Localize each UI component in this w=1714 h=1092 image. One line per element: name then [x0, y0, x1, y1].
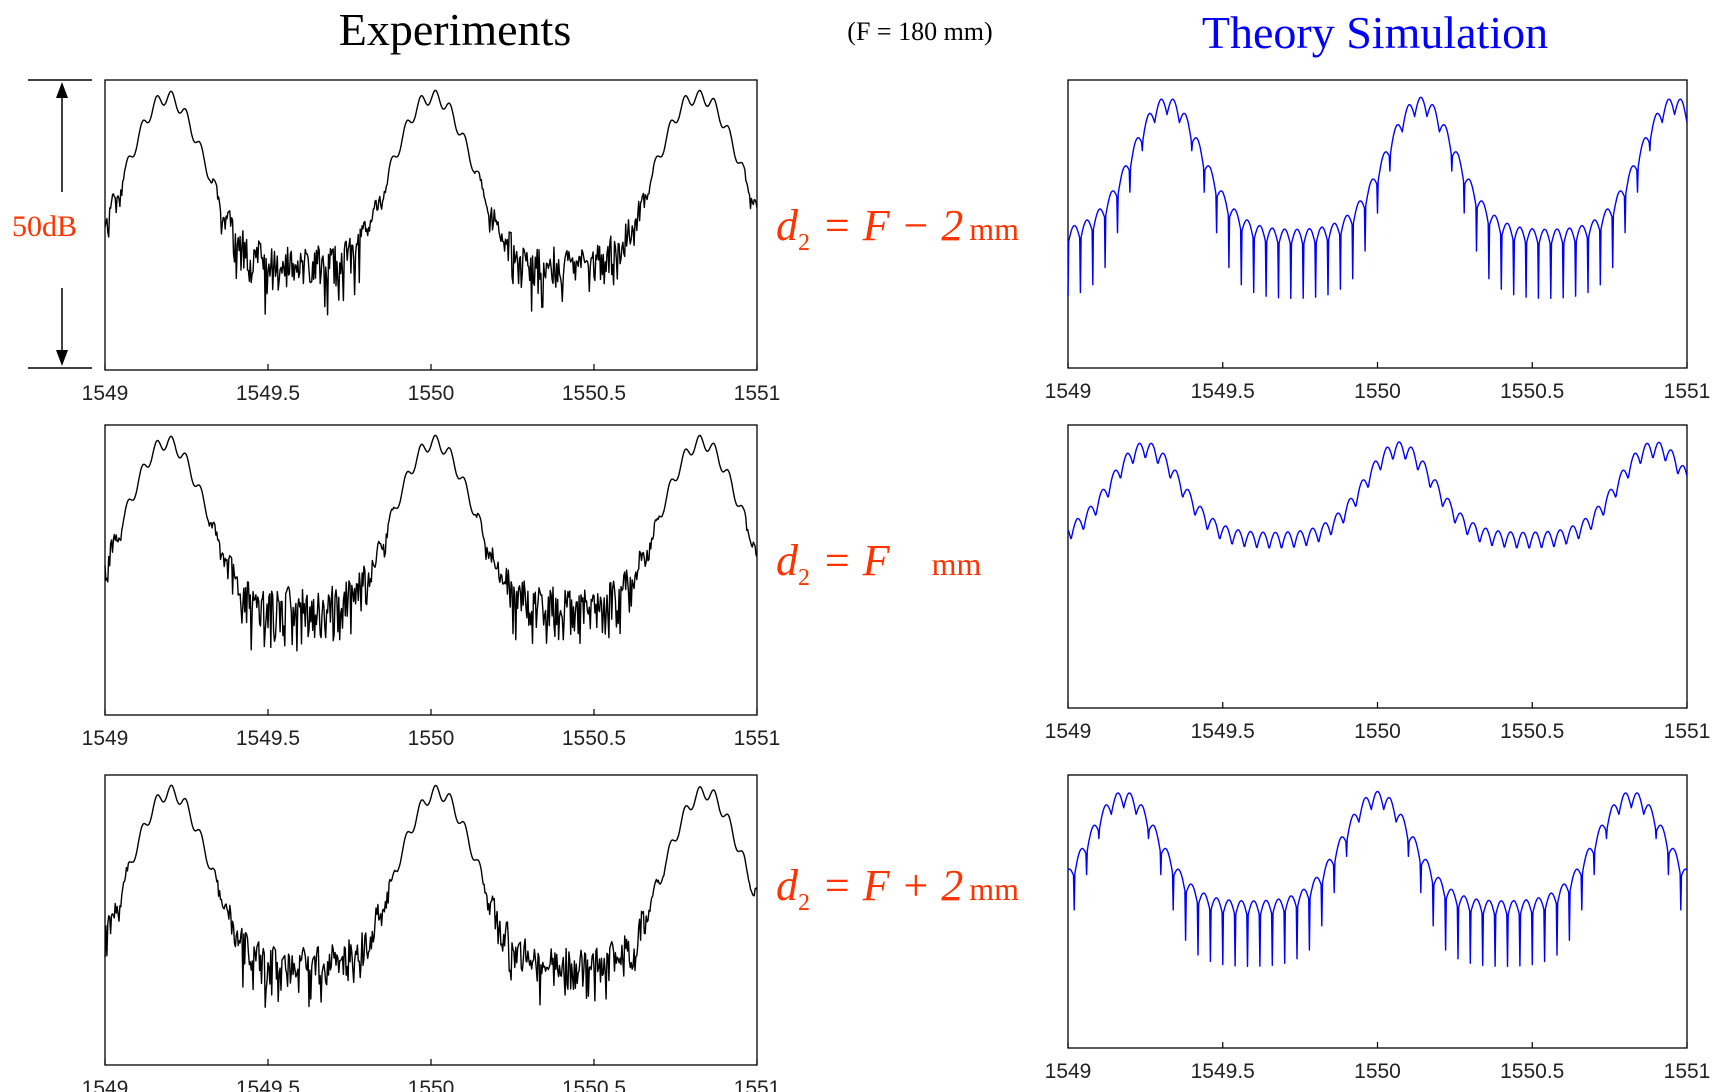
x-tick-label: 1551	[734, 1077, 781, 1092]
x-tick-label: 1551	[734, 727, 781, 750]
experiments-title: Experiments	[339, 4, 572, 55]
plot-frame	[1067, 79, 1688, 369]
x-tick-label: 1549.5	[236, 727, 300, 750]
x-tick-label: 1549	[1045, 380, 1092, 403]
x-tick-label: 1550	[408, 1077, 455, 1092]
x-tick-label: 1551	[734, 382, 781, 405]
experiment-row-3-chart: 1549 1549.5 1550 1550.5 1551	[82, 774, 781, 1092]
d-expression: = F + 2	[822, 861, 963, 910]
x-tick-label: 1551	[1664, 720, 1711, 743]
x-tick-label: 1549.5	[1191, 380, 1255, 403]
d-symbol: d	[776, 201, 799, 250]
d-symbol: d	[776, 861, 799, 910]
x-tick-label: 1550.5	[562, 727, 626, 750]
d-unit: mm	[932, 546, 982, 582]
x-tick-label: 1550.5	[562, 382, 626, 405]
series-line	[1067, 790, 1688, 968]
x-tick-label: 1549.5	[1191, 720, 1255, 743]
row-condition-label: d2 = F + 2 mm	[776, 861, 1019, 916]
svg-text:d2= Fmm: d2 = F mm	[776, 536, 981, 591]
arrow-down-icon	[56, 350, 68, 366]
d-unit: mm	[969, 871, 1019, 907]
x-tick-label: 1549.5	[236, 382, 300, 405]
row-condition-label: d2 = F mm	[776, 536, 981, 591]
plot-frame	[1067, 774, 1688, 1049]
x-tick-label: 1550.5	[1500, 1060, 1564, 1083]
d-subscript: 2	[798, 890, 810, 916]
d-subscript: 2	[798, 230, 810, 256]
series-line	[104, 784, 758, 1008]
x-tick-label: 1550.5	[562, 1077, 626, 1092]
x-tick-label: 1550	[408, 382, 455, 405]
simulation-row-2-chart: 1549 1549.5 1550 1550.5 1551	[1045, 424, 1711, 743]
svg-text:d2= F − 2mm: d2 = F − 2 mm	[776, 201, 1019, 256]
x-tick-label: 1550	[408, 727, 455, 750]
x-tick-label: 1549.5	[1191, 1060, 1255, 1083]
x-tick-label: 1550.5	[1500, 380, 1564, 403]
plot-frame	[104, 774, 758, 1066]
plot-frame	[1067, 424, 1688, 709]
x-tick-label: 1550	[1354, 380, 1401, 403]
d-expression: = F − 2	[822, 201, 963, 250]
series-line	[1067, 96, 1688, 300]
focal-length-note: (F = 180 mm)	[847, 17, 992, 46]
simulation-row-3-chart: 1549 1549.5 1550 1550.5 1551	[1045, 774, 1711, 1083]
svg-text:d2= F + 2mm: d2 = F + 2 mm	[776, 861, 1019, 916]
arrow-up-icon	[56, 82, 68, 98]
experiment-row-2-chart: 1549 1549.5 1550 1550.5 1551	[82, 424, 781, 750]
plot-frame	[104, 424, 758, 716]
d-symbol: d	[776, 536, 799, 585]
d-subscript: 2	[798, 565, 810, 591]
series-line	[104, 89, 758, 316]
x-tick-label: 1550.5	[1500, 720, 1564, 743]
series-line	[104, 434, 758, 652]
x-tick-label: 1549	[1045, 720, 1092, 743]
x-tick-label: 1549.5	[236, 1077, 300, 1092]
x-tick-label: 1551	[1664, 380, 1711, 403]
d-unit: mm	[969, 211, 1019, 247]
x-tick-label: 1549	[1045, 1060, 1092, 1083]
row-condition-label: d2 = F − 2 mm	[776, 201, 1019, 256]
x-tick-label: 1549	[82, 1077, 129, 1092]
experiment-row-1-chart: 1549 1549.5 1550 1550.5 1551	[82, 79, 781, 405]
simulation-row-1-chart: 1549 1549.5 1550 1550.5 1551	[1045, 79, 1711, 403]
x-tick-label: 1549	[82, 382, 129, 405]
x-tick-label: 1550	[1354, 1060, 1401, 1083]
d-expression: = F	[822, 536, 891, 585]
scale-bar: 50dB	[12, 79, 92, 369]
x-tick-label: 1551	[1664, 1060, 1711, 1083]
plot-frame	[104, 79, 758, 371]
theory-simulation-title: Theory Simulation	[1202, 7, 1548, 58]
x-tick-label: 1549	[82, 727, 129, 750]
x-tick-label: 1550	[1354, 720, 1401, 743]
series-line	[1067, 441, 1688, 549]
scale-label: 50dB	[12, 210, 77, 243]
